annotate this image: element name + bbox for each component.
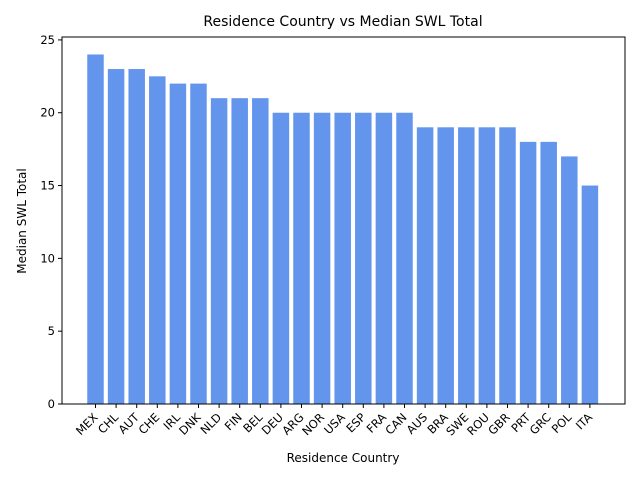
bar-pol	[561, 156, 578, 404]
bar-nor	[313, 112, 331, 404]
x-tick-label-che: CHE	[136, 410, 163, 437]
bar-swe	[458, 127, 475, 405]
bar-dnk	[190, 83, 207, 404]
x-tick-label-nld: NLD	[197, 410, 224, 437]
bar-gbr	[499, 127, 516, 405]
y-tick-label-10: 10	[40, 251, 55, 265]
x-tick-label-ita: ITA	[573, 410, 595, 432]
y-tick-label-20: 20	[40, 106, 55, 120]
plot-frame	[61, 36, 626, 405]
x-tick-label-esp: ESP	[343, 410, 368, 435]
x-axis: MEXCHLAUTCHEIRLDNKNLDFINBELDEUARGNORUSAE…	[73, 404, 595, 438]
bar-fin	[231, 98, 248, 405]
y-axis-label: Median SWL Total	[15, 168, 29, 273]
bar-aut	[128, 69, 145, 405]
bar-grc	[540, 141, 557, 404]
y-axis: 0 5 10 15 20 25	[40, 33, 62, 411]
bar-mex	[87, 54, 104, 404]
bar-che	[149, 76, 166, 405]
bar-esp	[355, 112, 372, 404]
bar-fra	[375, 112, 393, 404]
x-axis-label: Residence Country	[287, 451, 400, 465]
bar-rou	[478, 127, 496, 405]
bar-ita	[581, 185, 599, 404]
chart-title: Residence Country vs Median SWL Total	[203, 14, 482, 30]
bar-bel	[252, 98, 269, 405]
bar-deu	[272, 112, 290, 404]
bar-can	[396, 112, 413, 404]
x-tick-label-fin: FIN	[222, 410, 245, 433]
y-tick-label-5: 5	[48, 324, 55, 338]
bar-arg	[293, 112, 310, 404]
bar-bra	[437, 127, 454, 405]
x-tick-label-pol: POL	[549, 410, 575, 436]
bar-prt	[519, 141, 537, 404]
bar-irl	[169, 83, 187, 404]
x-tick-label-aus: AUS	[404, 410, 431, 437]
bars-group	[87, 54, 599, 405]
y-tick-label-0: 0	[48, 397, 55, 411]
bar-aus	[416, 127, 434, 405]
bar-nld	[210, 98, 228, 405]
bar-chl	[107, 69, 125, 405]
y-tick-label-25: 25	[40, 33, 55, 47]
x-tick-label-fra: FRA	[364, 410, 390, 436]
y-tick-label-15: 15	[40, 179, 55, 193]
bar-usa	[334, 112, 351, 404]
